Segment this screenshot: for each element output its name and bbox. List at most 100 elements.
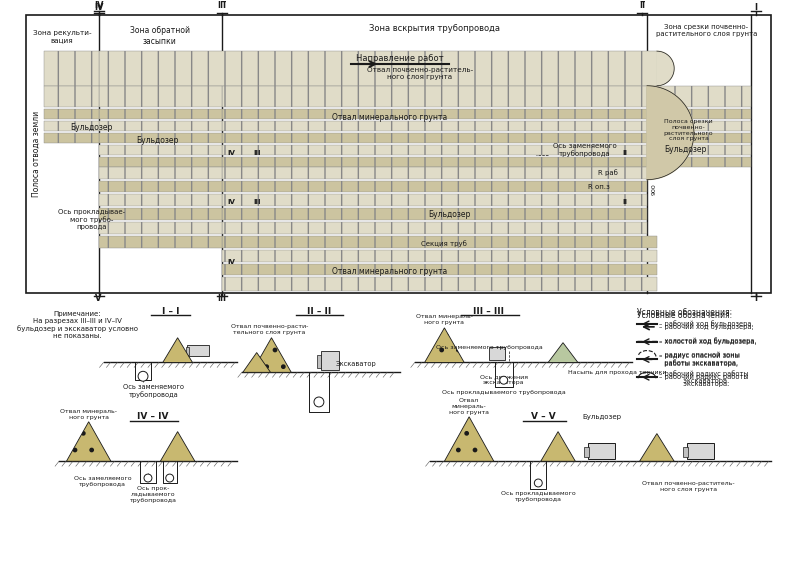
Text: Ось замеляемого
трубопровода: Ось замеляемого трубопровода (74, 476, 131, 487)
Polygon shape (252, 338, 291, 372)
Bar (222, 236, 657, 248)
Bar (222, 133, 647, 143)
Bar (98, 157, 222, 167)
Text: – радиус опасной зоны
  работы экскаватора,: – радиус опасной зоны работы экскаватора… (659, 351, 740, 366)
Bar (317, 354, 321, 368)
Bar (222, 121, 647, 131)
Text: Полоса срезки
почвенно-
растительного
слоя грунта: Полоса срезки почвенно- растительного сл… (664, 119, 714, 141)
Bar (185, 346, 189, 354)
Text: Насыпь для прохода техники: Насыпь для прохода техники (568, 370, 666, 375)
Text: IV – IV: IV – IV (137, 412, 169, 421)
Polygon shape (647, 86, 694, 180)
Polygon shape (640, 433, 674, 461)
Bar (44, 110, 98, 119)
Circle shape (166, 474, 173, 482)
Text: II: II (623, 150, 627, 156)
Text: V – V: V – V (531, 412, 556, 421)
Bar (222, 264, 657, 276)
Bar (98, 133, 222, 143)
Bar (222, 86, 647, 107)
Bar (647, 133, 751, 143)
Polygon shape (541, 432, 575, 461)
Text: Условные обозначения:: Условные обозначения: (637, 311, 733, 320)
Circle shape (314, 397, 324, 407)
Text: R оп.з: R оп.з (588, 184, 610, 189)
Text: IV: IV (93, 1, 103, 10)
Text: – холостой ход бульдозера,: – холостой ход бульдозера, (659, 338, 756, 345)
Bar (26, 15, 771, 293)
Circle shape (535, 479, 543, 487)
Text: I – I: I – I (162, 307, 180, 315)
Text: Отвал почвенно-раститель-
ного слоя грунта: Отвал почвенно-раститель- ного слоя грун… (367, 67, 473, 80)
Text: II: II (623, 199, 627, 205)
Bar (98, 145, 222, 155)
Text: Бульдозер: Бульдозер (582, 414, 621, 420)
Text: Ось заменяемого
трубопровода: Ось заменяемого трубопровода (124, 384, 185, 398)
Bar (44, 86, 98, 107)
Text: III̅: III̅ (218, 1, 227, 10)
Text: – рабочий ход бульдозера,: – рабочий ход бульдозера, (659, 320, 753, 327)
Bar (98, 194, 222, 206)
Bar (98, 167, 222, 179)
Bar (222, 194, 647, 206)
Text: Отвал почвенно-раститель-
ного слоя грунта: Отвал почвенно-раститель- ного слоя грун… (642, 481, 735, 492)
Text: Зона рекульти-
вация: Зона рекульти- вация (32, 31, 91, 44)
Text: Экскаватор: Экскаватор (336, 362, 376, 367)
Text: Отвал почвенно-расти-
тельного слоя грунта: Отвал почвенно-расти- тельного слоя грун… (230, 324, 308, 334)
Bar (222, 167, 647, 179)
Bar (222, 181, 647, 193)
Text: Отвал минерального грунта: Отвал минерального грунта (333, 267, 447, 276)
Polygon shape (160, 432, 195, 461)
Text: Отвал минераль-
ного грунта: Отвал минераль- ного грунта (60, 409, 117, 420)
Text: III: III (253, 199, 261, 205)
Text: IV: IV (93, 3, 103, 12)
Bar (588, 444, 615, 459)
Text: V: V (95, 294, 102, 303)
Text: Примечание:
На разрезах III–III и IV–IV
бульдозер и экскаватор условно
не показа: Примечание: На разрезах III–III и IV–IV … (17, 311, 138, 339)
Text: Отвал минерального грунта: Отвал минерального грунта (333, 113, 447, 122)
Text: IV: IV (227, 259, 235, 264)
Bar (647, 145, 751, 155)
Bar (98, 181, 222, 193)
Text: Полоса отвода земли: Полоса отвода земли (32, 111, 41, 197)
Text: Зона вскрытия трубопровода: Зона вскрытия трубопровода (369, 24, 500, 33)
Bar (44, 51, 98, 86)
Text: Зона обратной
засыпки: Зона обратной засыпки (130, 27, 190, 46)
Bar (98, 222, 222, 234)
Text: III: III (218, 294, 227, 303)
Bar (98, 121, 222, 131)
Bar (188, 345, 209, 357)
Text: Условные обозначения:: Условные обозначения: (637, 308, 733, 317)
Text: – рабочий радиус работы
  экскаватора.: – рабочий радиус работы экскаватора. (659, 373, 748, 387)
Text: Ось прокладываемого трубопровода: Ось прокладываемого трубопровода (442, 390, 565, 395)
Bar (687, 444, 714, 459)
Circle shape (500, 376, 508, 384)
Polygon shape (548, 342, 578, 362)
Bar (647, 157, 751, 167)
Text: – рабочий ход бульдозера,: – рабочий ход бульдозера, (659, 323, 753, 331)
Bar (98, 110, 222, 119)
Text: Бульдозер: Бульдозер (70, 123, 112, 132)
Text: IV: IV (227, 150, 235, 156)
Bar (44, 121, 98, 131)
Bar (222, 222, 647, 234)
Bar (321, 350, 339, 370)
Bar (98, 236, 222, 248)
Text: Бульдозер: Бульдозер (137, 136, 179, 145)
Text: I: I (754, 3, 757, 12)
Text: – холостой ход бульдозера,: – холостой ход бульдозера, (659, 337, 756, 344)
Text: 900: 900 (651, 184, 657, 195)
Polygon shape (444, 417, 494, 461)
Bar (647, 86, 751, 107)
Bar (222, 208, 647, 220)
Text: Зона срезки почвенно-
растительного слоя грунта: Зона срезки почвенно- растительного слоя… (656, 24, 757, 37)
Text: Ось прок-
ладываемого
трубопровода: Ось прок- ладываемого трубопровода (129, 486, 177, 502)
Bar (222, 250, 657, 262)
Text: II – II: II – II (307, 307, 331, 315)
Text: III: III (253, 150, 261, 156)
Bar (222, 277, 657, 292)
Text: R раб: R раб (598, 170, 618, 176)
Text: I: I (754, 294, 757, 303)
Bar (584, 447, 588, 457)
Bar (489, 346, 505, 360)
